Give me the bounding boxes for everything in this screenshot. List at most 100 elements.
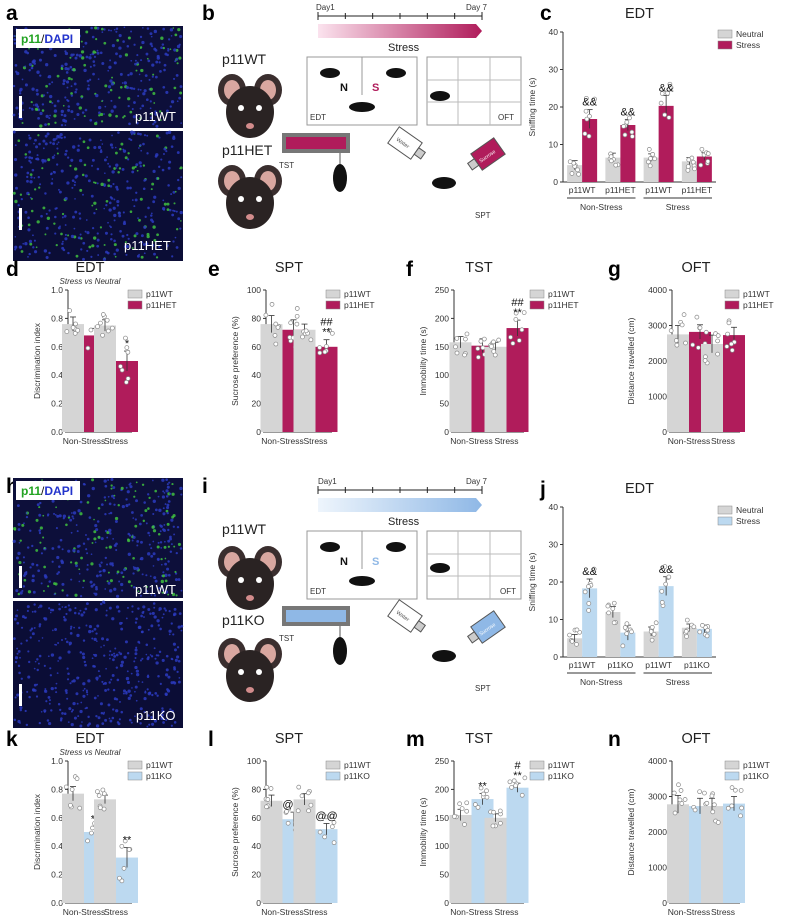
panel-letter-m: m xyxy=(406,728,425,751)
scale-bar xyxy=(19,684,22,706)
y-tick-label: 30 xyxy=(549,540,559,550)
y-tick-label: 0.4 xyxy=(51,370,63,380)
y-axis-label: Discrimination index xyxy=(32,793,42,870)
y-axis-label: Immobility time (s) xyxy=(418,326,428,395)
chart-title: EDT xyxy=(625,481,654,497)
data-point xyxy=(484,794,490,800)
data-point xyxy=(268,786,274,791)
x-tick-label: Non-Stress xyxy=(668,436,711,446)
data-point xyxy=(663,581,669,587)
significance-marker: ** xyxy=(322,327,331,339)
data-point xyxy=(692,166,697,172)
bar xyxy=(582,119,598,182)
y-tick-label: 200 xyxy=(435,784,449,794)
x-tick-label: p11WT xyxy=(645,185,672,195)
data-point xyxy=(672,810,678,816)
y-tick-label: 250 xyxy=(435,756,449,766)
bar xyxy=(723,335,745,432)
edt-neutral-zone: N xyxy=(340,82,348,94)
data-point xyxy=(73,321,78,327)
data-point xyxy=(457,801,462,807)
sucrose-bottle-icon: Sucrose xyxy=(466,610,506,644)
data-point xyxy=(519,327,525,333)
y-tick-label: 0.0 xyxy=(51,427,63,437)
data-point xyxy=(729,341,734,347)
data-point xyxy=(738,813,743,819)
data-point xyxy=(699,146,705,152)
data-point xyxy=(110,325,115,331)
data-point xyxy=(85,345,91,351)
y-tick-label: 0 xyxy=(553,652,558,662)
data-point xyxy=(691,624,697,630)
bar xyxy=(667,334,689,432)
edt-box-label: EDT xyxy=(310,587,326,596)
data-point xyxy=(686,157,692,163)
y-axis-label: Sucrose preference (%) xyxy=(230,787,240,877)
legend-swatch xyxy=(724,771,740,781)
data-point xyxy=(519,792,525,798)
data-point xyxy=(567,159,573,165)
bar xyxy=(506,328,529,432)
legend-label: p11WT xyxy=(548,289,575,299)
x-group-label: Non-Stress xyxy=(580,677,623,687)
mouse-icon xyxy=(432,650,456,662)
edt-box-label: EDT xyxy=(310,113,326,122)
x-tick-label: Stress xyxy=(711,436,735,446)
x-tick-label: p11HET xyxy=(605,185,636,195)
significance-marker: && xyxy=(659,82,674,94)
data-point xyxy=(624,119,630,125)
bar xyxy=(449,342,472,432)
data-point xyxy=(586,601,592,606)
data-point xyxy=(122,838,128,844)
data-point xyxy=(101,806,107,812)
data-point xyxy=(123,335,128,341)
y-tick-label: 0 xyxy=(444,898,449,908)
bar xyxy=(260,800,283,903)
data-point xyxy=(308,337,314,343)
day-start: Day1 xyxy=(316,3,335,12)
mouse-icon xyxy=(333,637,347,665)
data-point xyxy=(726,320,732,326)
bar xyxy=(723,803,745,903)
data-point xyxy=(124,345,130,350)
data-point xyxy=(454,336,460,341)
y-axis-label: Sucrose preference (%) xyxy=(230,316,240,406)
data-point xyxy=(702,358,708,363)
data-point xyxy=(324,344,329,349)
data-point xyxy=(74,776,80,782)
data-point xyxy=(685,167,691,173)
data-point xyxy=(294,321,300,327)
legend-swatch xyxy=(325,289,341,299)
legend-label: p11HET xyxy=(344,300,375,310)
legend-label: p11HET xyxy=(743,300,774,310)
y-axis-label: Immobility time (s) xyxy=(418,797,428,866)
data-point xyxy=(649,624,655,630)
chart-subtitle: Stress vs Neutral xyxy=(60,277,121,286)
data-point xyxy=(671,790,677,796)
data-point xyxy=(586,133,592,139)
y-tick-label: 0.4 xyxy=(51,841,63,851)
legend-swatch xyxy=(127,289,143,299)
data-point xyxy=(462,352,467,358)
y-tick-label: 250 xyxy=(435,285,449,295)
data-point xyxy=(715,820,721,825)
data-point xyxy=(119,367,125,373)
data-point xyxy=(95,324,100,329)
data-point xyxy=(306,808,311,814)
scale-bar xyxy=(19,566,22,588)
tst-label: TST xyxy=(279,634,294,643)
data-point xyxy=(118,364,123,369)
data-point xyxy=(647,163,653,169)
x-tick-label: Stress xyxy=(711,907,735,917)
bar xyxy=(605,612,621,657)
bar xyxy=(116,361,138,432)
y-tick-label: 100 xyxy=(247,285,261,295)
data-point xyxy=(273,321,279,327)
data-point xyxy=(480,345,486,351)
svg-text:p11/DAPI: p11/DAPI xyxy=(21,32,73,46)
x-tick-label: p11KO xyxy=(684,660,710,670)
data-point xyxy=(649,637,655,643)
chart-title: OFT xyxy=(682,260,711,276)
data-point xyxy=(305,790,311,796)
